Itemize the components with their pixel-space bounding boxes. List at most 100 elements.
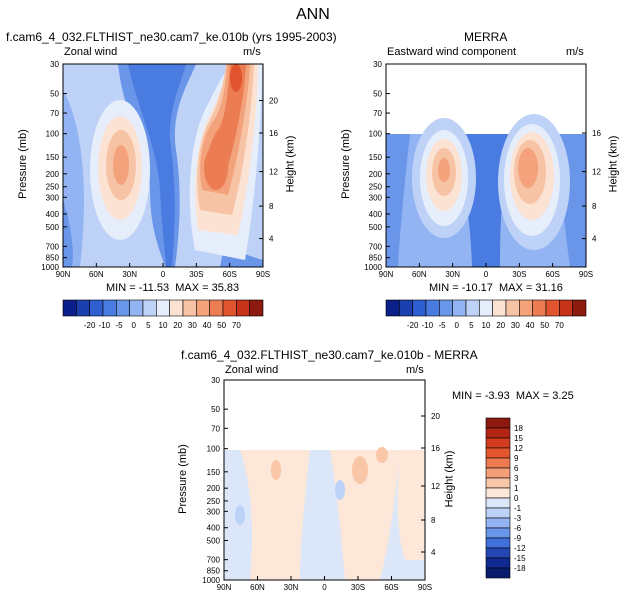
y-tick-label: 250 <box>46 183 60 192</box>
colorbar-box <box>209 299 224 317</box>
colorbar-box <box>452 299 467 317</box>
y-tick-label: 500 <box>207 536 221 545</box>
colorbar-label: -9 <box>514 534 522 543</box>
colorbar-box <box>572 299 587 317</box>
panel3-left-label: Zonal wind <box>225 364 279 376</box>
x-tick-label: 30S <box>189 270 203 279</box>
colorbar-box <box>89 299 104 317</box>
colorbar-label: -10 <box>99 321 111 330</box>
panel1-units: m/s <box>243 46 261 58</box>
colorbar-label: 70 <box>232 321 241 330</box>
colorbar-label: -3 <box>514 514 522 523</box>
y-tick-label: 1000 <box>202 576 220 585</box>
panel1-field <box>63 64 263 267</box>
colorbar-box <box>62 299 77 317</box>
y-tick-label: 300 <box>369 193 383 202</box>
colorbar-box <box>156 299 170 317</box>
x-tick-label: 90N <box>56 270 71 279</box>
colorbar-box <box>485 517 511 529</box>
panel3-ylabel: Pressure (mb) <box>176 444 189 514</box>
x-tick-label: 90S <box>418 583 432 592</box>
colorbar-label: 0 <box>514 494 519 503</box>
colorbar-box <box>102 299 117 317</box>
height-tick-label: 4 <box>431 548 436 557</box>
page-title: ANN <box>296 6 330 23</box>
y-tick-label: 50 <box>211 405 220 414</box>
y-tick-label: 700 <box>207 556 221 565</box>
y-tick-label: 850 <box>207 567 221 576</box>
colorbar-label: 1 <box>514 484 519 493</box>
x-tick-label: 30S <box>512 270 526 279</box>
y-tick-label: 200 <box>46 170 60 179</box>
height-tick-label: 16 <box>431 444 440 453</box>
y-tick-label: 200 <box>207 484 221 493</box>
colorbar-box <box>222 299 237 317</box>
y-tick-label: 1000 <box>41 263 59 272</box>
colorbar-box <box>485 527 511 539</box>
tick-layer: 90N 60N 30N 0 30S 60S 90S305070100150200250300… <box>41 60 601 592</box>
y-tick-label: 500 <box>369 223 383 232</box>
x-tick-label: 60S <box>223 270 237 279</box>
panel3-field <box>224 380 425 580</box>
colorbar-box <box>485 537 511 549</box>
colorbar-label: -1 <box>514 504 522 513</box>
colorbar-label: 10 <box>159 321 168 330</box>
colorbar-label: 12 <box>514 444 523 453</box>
colorbar-label: 9 <box>514 454 519 463</box>
colorbar-label: 5 <box>146 321 151 330</box>
colorbar-label: 0 <box>131 321 136 330</box>
x-tick-label: 60N <box>412 270 427 279</box>
colorbar-label: 5 <box>469 321 474 330</box>
panel2-ylabel: Pressure (mb) <box>339 129 352 199</box>
colorbar-box <box>485 477 511 489</box>
x-tick-label: 0 <box>484 270 489 279</box>
colorbar-label: 15 <box>514 434 523 443</box>
height-tick-label: 8 <box>431 516 436 525</box>
colorbar-label: 18 <box>514 424 523 433</box>
y-tick-label: 250 <box>207 497 221 506</box>
y-tick-label: 30 <box>50 60 59 69</box>
x-tick-label: 90N <box>217 583 232 592</box>
y-tick-label: 400 <box>207 524 221 533</box>
colorbar-label: 40 <box>203 321 212 330</box>
colorbar-box <box>485 487 511 499</box>
colorbar-box <box>485 447 511 459</box>
colorbar-label: -5 <box>115 321 123 330</box>
colorbar-box <box>492 299 507 317</box>
colorbar-label: 70 <box>555 321 564 330</box>
y-tick-label: 200 <box>369 170 383 179</box>
colorbar-label: 20 <box>173 321 182 330</box>
x-tick-label: 60S <box>546 270 560 279</box>
panel1-min-label: MIN = -11.53 <box>106 282 170 294</box>
y-tick-label: 100 <box>207 445 221 454</box>
panel2-left-label: Eastward wind component <box>387 46 517 58</box>
colorbar-label: 6 <box>514 464 519 473</box>
height-tick-label: 20 <box>269 97 278 106</box>
colorbar-box <box>169 299 184 317</box>
colorbar-box <box>545 299 560 317</box>
panel3-min-label: MIN = -3.93 <box>452 390 510 402</box>
y-tick-label: 850 <box>369 254 383 263</box>
panel2-right-label: Height (km) <box>607 135 620 193</box>
x-tick-label: 90N <box>379 270 394 279</box>
y-tick-label: 700 <box>369 242 383 251</box>
y-tick-label: 30 <box>373 60 382 69</box>
panel3-units: m/s <box>406 364 424 376</box>
y-tick-label: 150 <box>207 468 221 477</box>
height-tick-label: 12 <box>269 168 278 177</box>
colorbar-box <box>182 299 197 317</box>
colorbar-label: -15 <box>514 554 526 563</box>
y-tick-label: 300 <box>207 507 221 516</box>
height-tick-label: 16 <box>269 129 278 138</box>
colorbar-label: 30 <box>188 321 197 330</box>
y-tick-label: 30 <box>211 376 220 385</box>
colorbar-label: -12 <box>514 544 526 553</box>
y-tick-label: 50 <box>373 90 382 99</box>
colorbar-box <box>485 427 511 439</box>
height-tick-label: 16 <box>592 129 601 138</box>
colorbar-box <box>116 299 130 317</box>
panel1-left-label: Zonal wind <box>64 46 118 58</box>
y-tick-label: 250 <box>369 183 383 192</box>
y-tick-label: 500 <box>46 223 60 232</box>
